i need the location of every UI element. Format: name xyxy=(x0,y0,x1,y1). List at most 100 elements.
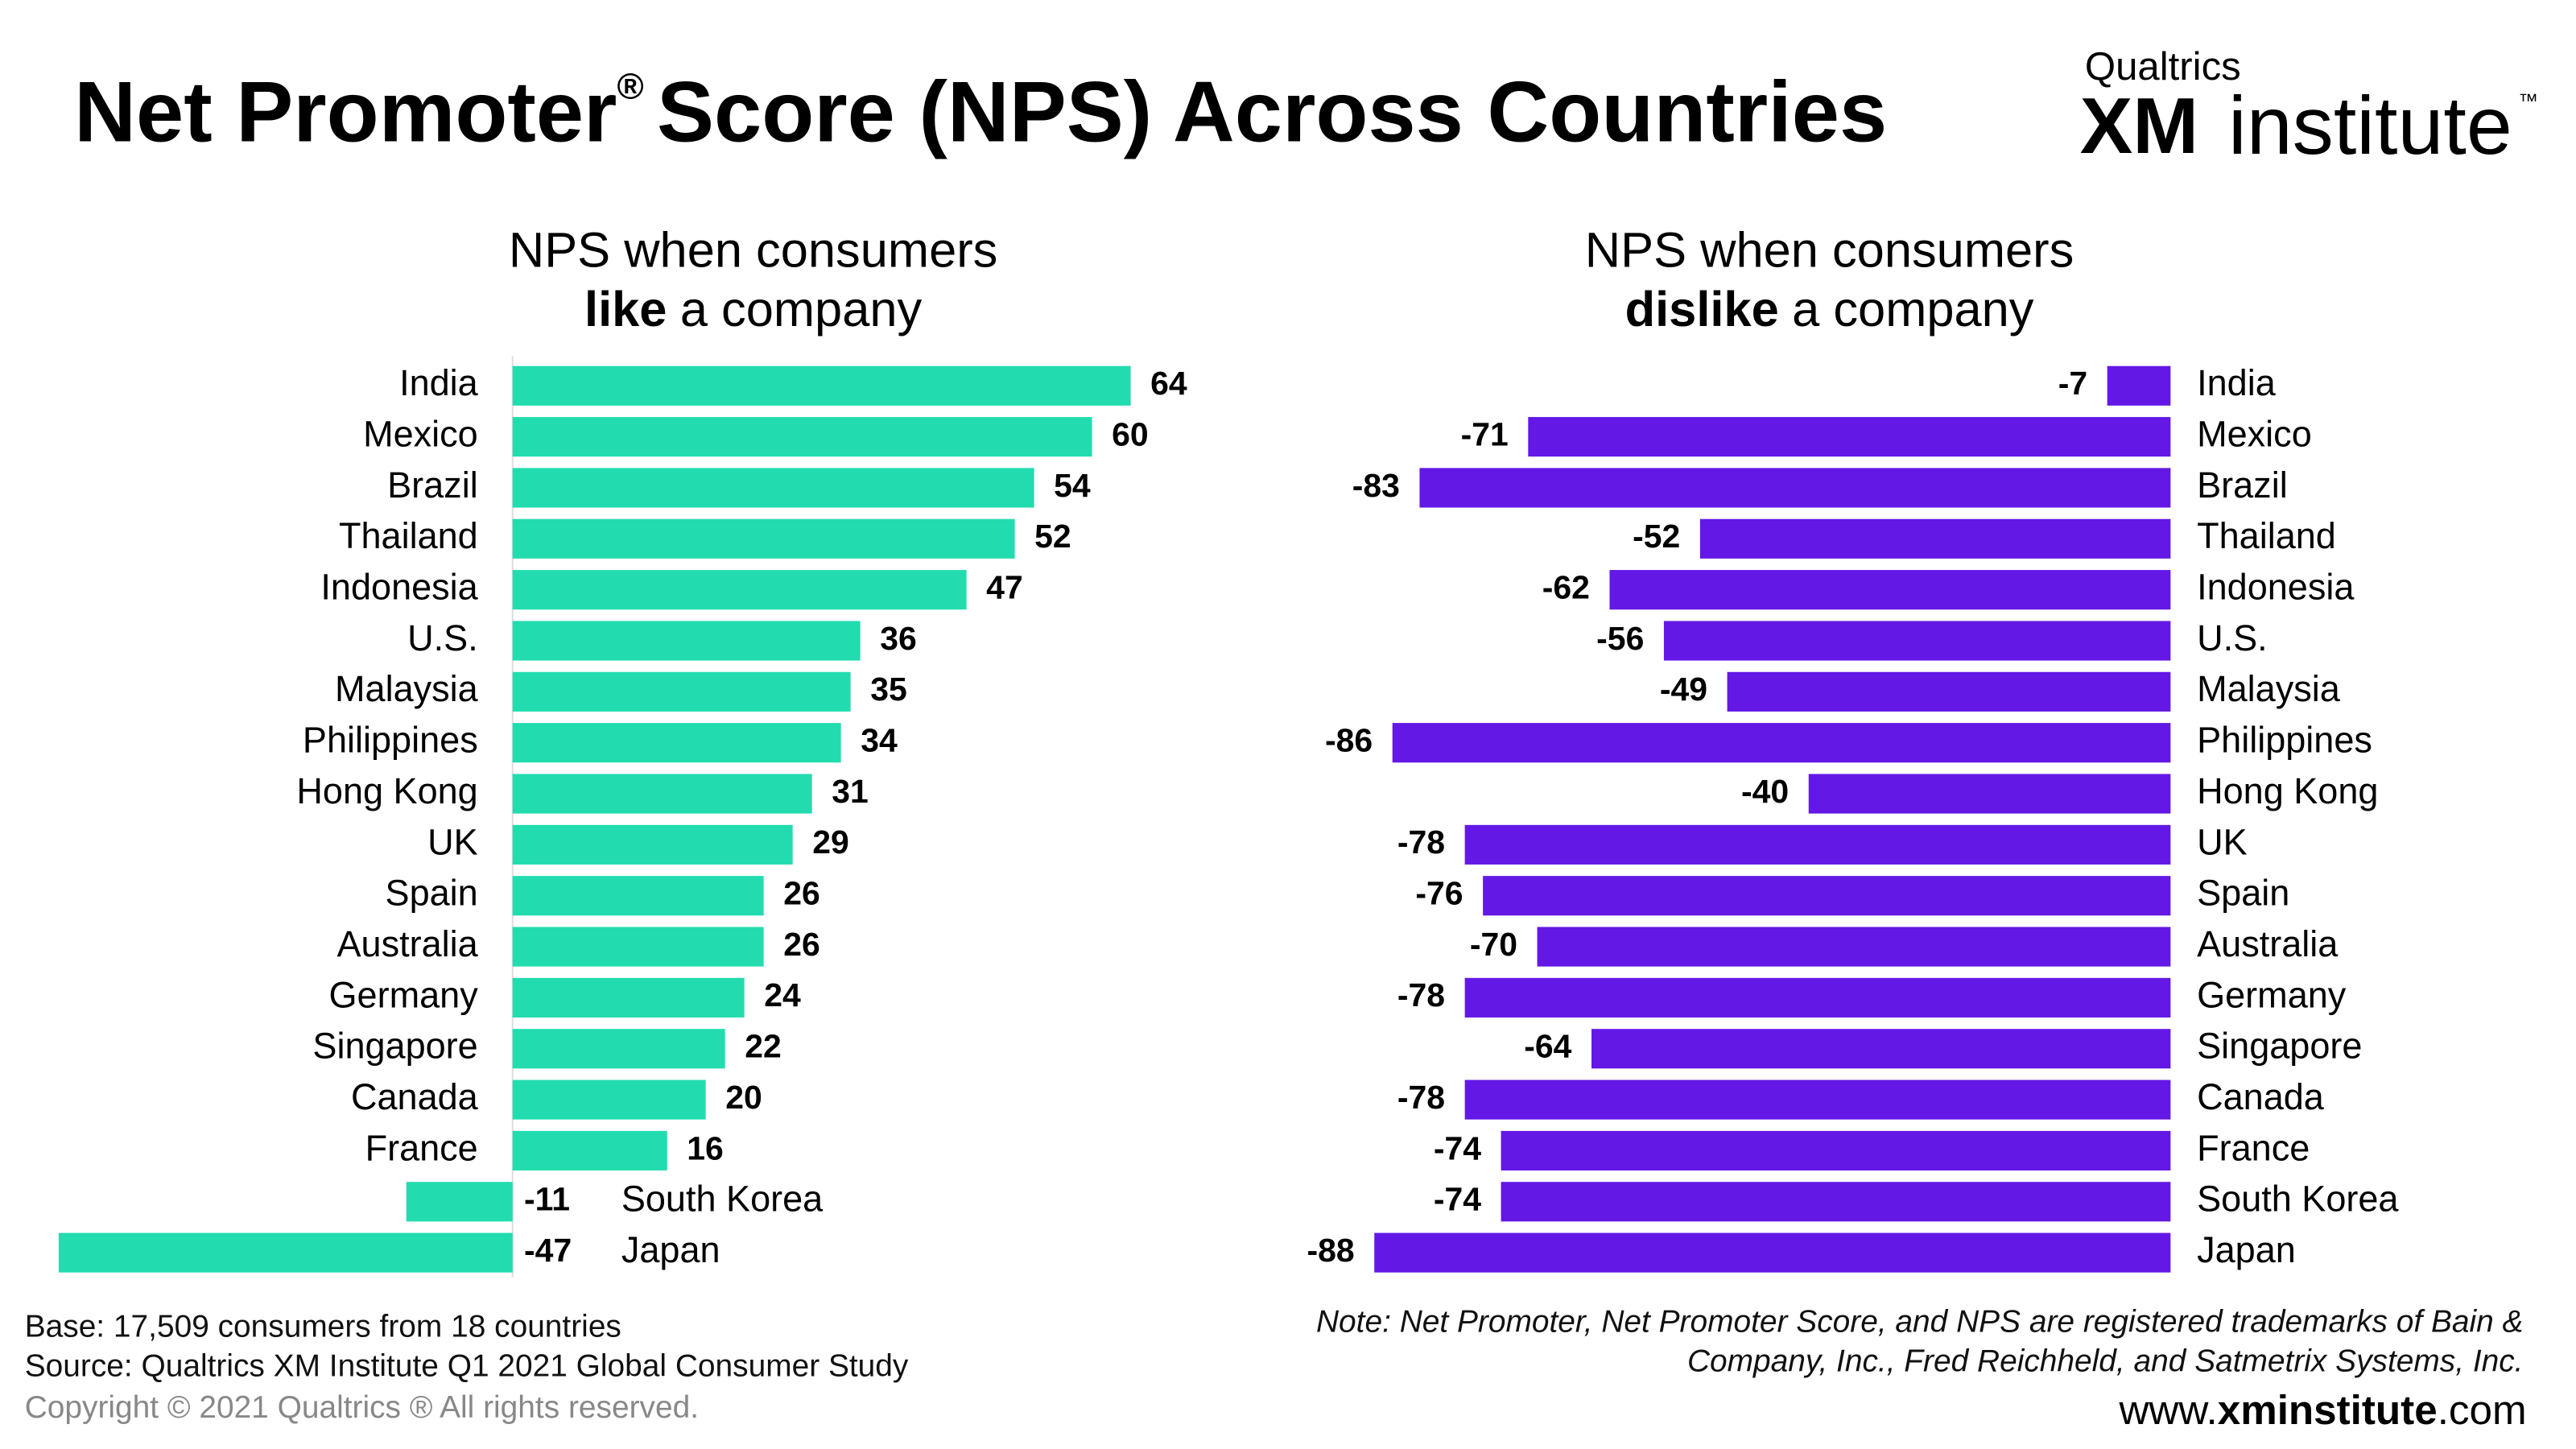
value-label: 31 xyxy=(832,773,869,810)
category-label: U.S. xyxy=(407,617,478,658)
footer-copyright: Copyright © 2021 Qualtrics ® All rights … xyxy=(25,1390,699,1425)
value-label: -52 xyxy=(1633,518,1680,555)
bar xyxy=(1528,417,2171,457)
value-label: -70 xyxy=(1470,926,1517,963)
category-label: UK xyxy=(427,821,478,862)
category-label: Germany xyxy=(329,974,479,1015)
chart-subtitle: NPS when consumers xyxy=(509,223,997,279)
category-label: Indonesia xyxy=(320,567,478,608)
category-label: Australia xyxy=(337,923,479,964)
value-label: 35 xyxy=(870,671,907,708)
url-part: www. xyxy=(2118,1386,2217,1432)
bar xyxy=(1537,927,2171,967)
bar xyxy=(512,671,851,712)
bar xyxy=(1501,1130,2171,1171)
bar xyxy=(512,927,764,967)
bar xyxy=(1609,570,2171,610)
bar xyxy=(512,570,967,610)
value-label: 52 xyxy=(1034,518,1071,555)
title-mark: ® xyxy=(617,66,643,107)
bar xyxy=(1464,977,2171,1018)
value-label: -56 xyxy=(1596,620,1644,657)
category-label: Spain xyxy=(386,873,478,914)
bar xyxy=(1419,468,2171,508)
category-label: Singapore xyxy=(312,1026,477,1067)
category-label: Indonesia xyxy=(2197,567,2355,608)
category-label: Germany xyxy=(2197,974,2347,1015)
category-label: France xyxy=(365,1127,478,1168)
bar xyxy=(512,1029,725,1069)
value-label: -83 xyxy=(1352,467,1400,504)
bar xyxy=(1808,774,2171,814)
bar xyxy=(1727,671,2171,712)
category-label: India xyxy=(399,362,479,403)
category-label: UK xyxy=(2197,821,2248,862)
value-label: 16 xyxy=(687,1129,724,1166)
subtitle-emphasis: dislike xyxy=(1625,282,1779,337)
category-label: Philippines xyxy=(303,720,478,761)
bar xyxy=(1699,518,2171,559)
bar xyxy=(512,1080,706,1120)
value-label: 20 xyxy=(725,1079,762,1116)
bar xyxy=(1501,1182,2171,1222)
bar xyxy=(1663,621,2171,661)
value-label: 60 xyxy=(1112,415,1149,452)
category-label: South Korea xyxy=(2197,1179,2399,1220)
category-label: Philippines xyxy=(2197,720,2372,761)
logo-top: Qualtrics xyxy=(2085,45,2241,89)
category-label: Mexico xyxy=(2197,414,2312,455)
category-label: Hong Kong xyxy=(296,770,477,811)
chart-subtitle: dislike a company xyxy=(1625,282,2034,337)
bar xyxy=(1392,723,2171,763)
category-label: South Korea xyxy=(621,1179,824,1220)
category-label: Japan xyxy=(2197,1229,2296,1270)
value-label: -47 xyxy=(524,1232,572,1269)
value-label: -62 xyxy=(1542,568,1590,605)
category-label: Thailand xyxy=(2197,515,2336,556)
value-label: -78 xyxy=(1397,1079,1445,1116)
category-label: Canada xyxy=(2197,1076,2325,1117)
value-label: 24 xyxy=(764,976,801,1013)
category-label: Brazil xyxy=(2197,464,2288,506)
value-label: -40 xyxy=(1741,773,1789,810)
bar xyxy=(58,1232,513,1273)
logo-xm: XM xyxy=(2080,81,2198,170)
bar xyxy=(512,824,793,865)
category-label: Malaysia xyxy=(335,668,479,709)
value-label: 26 xyxy=(783,875,820,912)
url-part: xminstitute xyxy=(2218,1386,2438,1432)
value-label: -7 xyxy=(2058,365,2087,402)
category-label: Australia xyxy=(2197,923,2339,964)
footer-note: Company, Inc., Fred Reichheld, and Satme… xyxy=(1687,1344,2524,1379)
category-label: Canada xyxy=(351,1076,479,1117)
value-label: 34 xyxy=(861,721,898,758)
value-label: 29 xyxy=(812,824,849,861)
category-label: Hong Kong xyxy=(2197,770,2378,811)
category-label: India xyxy=(2197,362,2277,403)
bar xyxy=(512,723,841,763)
footer-source: Source: Qualtrics XM Institute Q1 2021 G… xyxy=(25,1349,909,1384)
bar xyxy=(1464,1080,2171,1120)
value-label: 36 xyxy=(880,620,917,657)
bar xyxy=(512,621,861,661)
category-label: Singapore xyxy=(2197,1026,2362,1067)
bar xyxy=(512,1130,667,1171)
logo-institute: institute xyxy=(2228,79,2512,171)
value-label: -71 xyxy=(1461,415,1509,452)
value-label: -88 xyxy=(1307,1232,1354,1269)
footer-url: www.xminstitute.com xyxy=(2118,1386,2526,1432)
subtitle-emphasis: like xyxy=(584,282,667,337)
value-label: -74 xyxy=(1434,1129,1481,1166)
bar xyxy=(512,468,1034,508)
url-part: .com xyxy=(2438,1386,2527,1432)
bar xyxy=(512,365,1131,406)
title-part: Net Promoter xyxy=(74,64,617,160)
footer-note: Note: Net Promoter, Net Promoter Score, … xyxy=(1316,1304,2523,1339)
bar xyxy=(2107,365,2171,406)
category-label: Malaysia xyxy=(2197,668,2341,709)
chart-subtitle: like a company xyxy=(584,282,922,337)
bar xyxy=(1591,1029,2171,1069)
category-label: France xyxy=(2197,1127,2310,1168)
category-label: Brazil xyxy=(387,464,478,506)
